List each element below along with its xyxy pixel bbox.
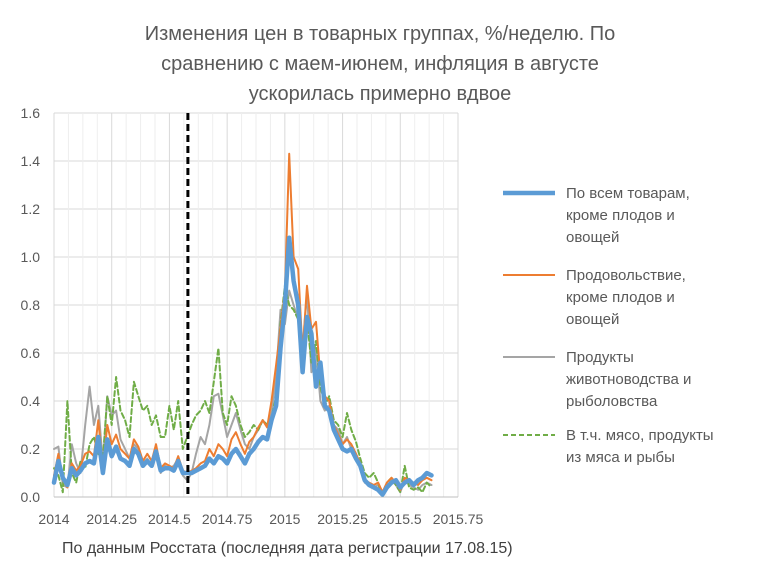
x-tick-label: 2014	[38, 511, 69, 527]
chart-title: Изменения цен в товарных группах, %/неде…	[145, 23, 616, 105]
y-tick-label: 1.4	[21, 153, 41, 169]
x-tick-label: 2015.25	[317, 511, 368, 527]
x-tick-label: 2014.25	[86, 511, 137, 527]
y-tick-label: 1.6	[21, 105, 41, 121]
y-tick-label: 1.0	[21, 249, 41, 265]
legend-label: Продукты	[566, 349, 634, 366]
y-tick-label: 0.6	[21, 345, 41, 361]
y-tick-label: 0.8	[21, 297, 41, 313]
legend-label: из мяса и рыбы	[566, 449, 675, 466]
x-tick-label: 2015	[269, 511, 300, 527]
y-tick-label: 0.4	[21, 393, 41, 409]
x-tick-label: 2015.5	[379, 511, 422, 527]
legend-label: животноводства и	[566, 371, 691, 388]
y-axis-ticks: 0.0 0.2 0.4 0.6 0.8 1.0 1.2 1.4 1.6	[21, 105, 41, 505]
legend-label: кроме плодов и	[566, 207, 675, 224]
series-line	[53, 284, 433, 498]
y-tick-label: 1.2	[21, 201, 41, 217]
series-line	[53, 152, 433, 494]
legend-label: В т.ч. мясо, продукты	[566, 427, 714, 444]
series-lines	[51, 152, 434, 498]
chart-title-line: сравнению с маем-июнем, инфляция в авгус…	[161, 53, 599, 75]
legend-label: овощей	[566, 229, 619, 246]
chart-title-line: ускорилась примерно вдвое	[249, 83, 512, 105]
legend-label: кроме плодов и	[566, 289, 675, 306]
y-tick-label: 0.0	[21, 489, 41, 505]
x-tick-label: 2014.75	[202, 511, 253, 527]
y-tick-label: 0.2	[21, 441, 41, 457]
x-tick-label: 2014.5	[148, 511, 191, 527]
source-note: По данным Росстата (последняя дата регис…	[62, 540, 513, 557]
x-axis-ticks: 2014 2014.25 2014.5 2014.75 2015 2015.25 2015.…	[38, 511, 483, 527]
legend-label: Продовольствие,	[566, 267, 686, 284]
legend-label: рыболовства	[566, 393, 658, 410]
x-tick-label: 2015.75	[433, 511, 484, 527]
legend: По всем товарам, кроме плодов и овощей Прод…	[503, 185, 714, 466]
series-line	[51, 235, 434, 497]
chart-title-line: Изменения цен в товарных группах, %/неде…	[145, 23, 616, 45]
legend-label: По всем товарам,	[566, 185, 690, 202]
legend-label: овощей	[566, 311, 619, 328]
